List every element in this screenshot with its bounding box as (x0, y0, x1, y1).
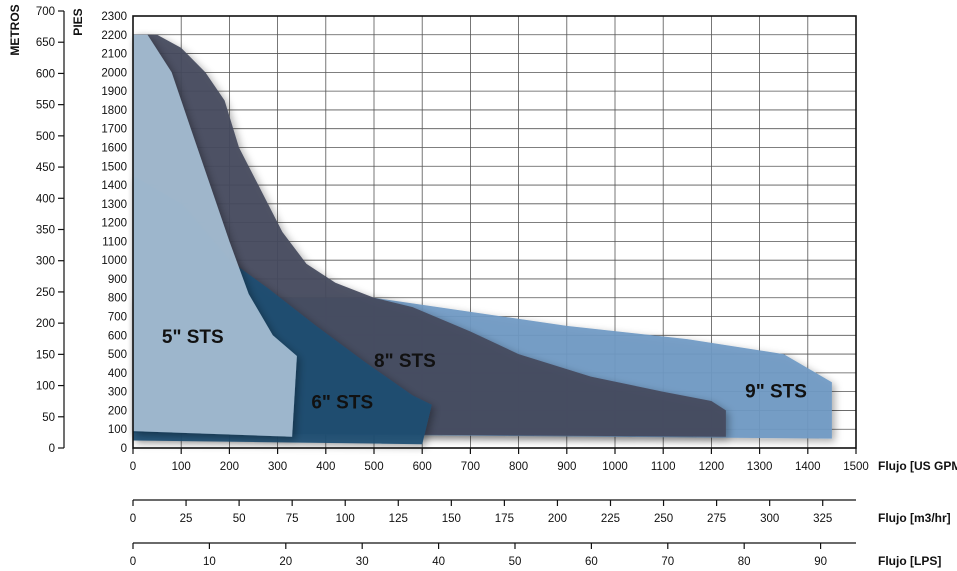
x-tick-label: 1000 (602, 461, 628, 473)
metros-tick-label: 650 (36, 37, 55, 49)
x-tick-label: 900 (557, 461, 576, 473)
pies-tick-label: 1100 (102, 236, 127, 248)
x-tick-label: 75 (286, 513, 299, 525)
metros-tick-label: 600 (36, 68, 55, 80)
pies-tick-label: 2000 (101, 67, 127, 79)
x-tick-label: 1300 (747, 461, 773, 473)
x-tick-label: 300 (268, 461, 287, 473)
metros-tick-label: 0 (49, 443, 55, 455)
x-axis-title: Flujo [US GPM] (878, 459, 957, 473)
metros-tick-label: 300 (36, 256, 55, 268)
series-label: 5" STS (162, 327, 224, 348)
series-area (133, 34, 297, 437)
x-tick-label: 600 (413, 461, 432, 473)
plot-frame (132, 15, 857, 449)
x-tick-label: 25 (180, 513, 193, 525)
pies-tick-label: 1600 (101, 142, 127, 154)
x-tick-label: 40 (432, 556, 445, 568)
x-tick-label: 100 (336, 513, 355, 525)
pies-tick-label: 2200 (101, 30, 127, 42)
x-tick-label: 400 (316, 461, 335, 473)
x-tick-label: 80 (738, 556, 751, 568)
metros-tick-label: 150 (36, 349, 55, 361)
metros-tick-label: 500 (36, 131, 55, 143)
metros-tick-label: 250 (36, 287, 55, 299)
pies-tick-label: 1500 (101, 161, 127, 173)
x-tick-label: 300 (760, 513, 779, 525)
x-tick-label: 1200 (699, 461, 725, 473)
pies-tick-label: 1000 (101, 255, 127, 267)
pies-tick-label: 100 (108, 424, 127, 436)
x-tick-label: 800 (509, 461, 528, 473)
x-tick-label: 1100 (651, 461, 676, 473)
pies-tick-label: 1400 (101, 180, 127, 192)
x-tick-label: 250 (654, 513, 673, 525)
x-tick-label: 0 (130, 513, 136, 525)
metros-tick-label: 50 (42, 412, 55, 424)
metros-tick-label: 350 (36, 225, 55, 237)
x-tick-label: 0 (130, 461, 136, 473)
x-tick-label: 30 (356, 556, 369, 568)
pies-tick-label: 900 (108, 274, 127, 286)
pies-tick-label: 200 (108, 405, 127, 417)
pies-tick-label: 1300 (101, 199, 127, 211)
metros-tick-label: 550 (36, 100, 55, 112)
x-tick-label: 200 (220, 461, 239, 473)
x-tick-label: 20 (279, 556, 292, 568)
metros-tick-label: 100 (36, 381, 55, 393)
x-tick-label: 175 (495, 513, 514, 525)
pies-tick-label: 600 (108, 330, 127, 342)
x-tick-label: 50 (509, 556, 522, 568)
pies-tick-label: 2300 (101, 11, 127, 23)
pies-tick-label: 0 (121, 443, 127, 455)
pies-tick-label: 1700 (101, 124, 127, 136)
series-label: 9" STS (745, 381, 807, 402)
metros-tick-label: 400 (36, 193, 55, 205)
y-axes: 0 50 100 150 200 250 300 350 400 450 500 550 600 650 7… (8, 4, 127, 455)
x-tick-label: 60 (585, 556, 598, 568)
x-axes: 0 100 200 300 400 500 600 700 800 900 1000 1100 1200… (130, 448, 957, 568)
x-tick-label: 500 (364, 461, 383, 473)
x-tick-label: 325 (813, 513, 832, 525)
pies-tick-label: 700 (108, 312, 127, 324)
pies-axis-title: PIES (71, 8, 85, 35)
pies-tick-label: 1800 (101, 105, 127, 117)
x-tick-label: 150 (442, 513, 461, 525)
x-tick-label: 0 (130, 556, 136, 568)
pies-tick-label: 2100 (101, 49, 127, 61)
metros-tick-label: 200 (36, 318, 55, 330)
x-tick-label: 90 (814, 556, 827, 568)
pies-tick-label: 1200 (101, 218, 127, 230)
series-label: 6" STS (311, 393, 373, 414)
x-axis-title: Flujo [LPS] (878, 554, 941, 568)
metros-tick-label: 450 (36, 162, 55, 174)
series-label: 8" STS (374, 351, 436, 372)
performance-areas (133, 34, 832, 448)
pies-tick-label: 800 (108, 293, 127, 305)
x-tick-label: 125 (389, 513, 408, 525)
pies-tick-label: 300 (108, 387, 127, 399)
x-axis-title: Flujo [m3/hr] (878, 511, 951, 525)
pies-tick-label: 1900 (101, 86, 127, 98)
x-tick-label: 100 (172, 461, 191, 473)
x-tick-label: 225 (601, 513, 620, 525)
x-tick-label: 700 (461, 461, 480, 473)
x-tick-label: 200 (548, 513, 567, 525)
x-tick-label: 1400 (795, 461, 821, 473)
metros-axis-title: METROS (8, 4, 22, 55)
x-tick-label: 1500 (843, 461, 869, 473)
pies-tick-label: 500 (108, 349, 127, 361)
x-tick-label: 70 (661, 556, 674, 568)
metros-tick-label: 700 (36, 6, 55, 18)
x-tick-label: 275 (707, 513, 726, 525)
pies-tick-label: 400 (108, 368, 127, 380)
x-tick-label: 50 (233, 513, 246, 525)
x-tick-label: 10 (203, 556, 216, 568)
